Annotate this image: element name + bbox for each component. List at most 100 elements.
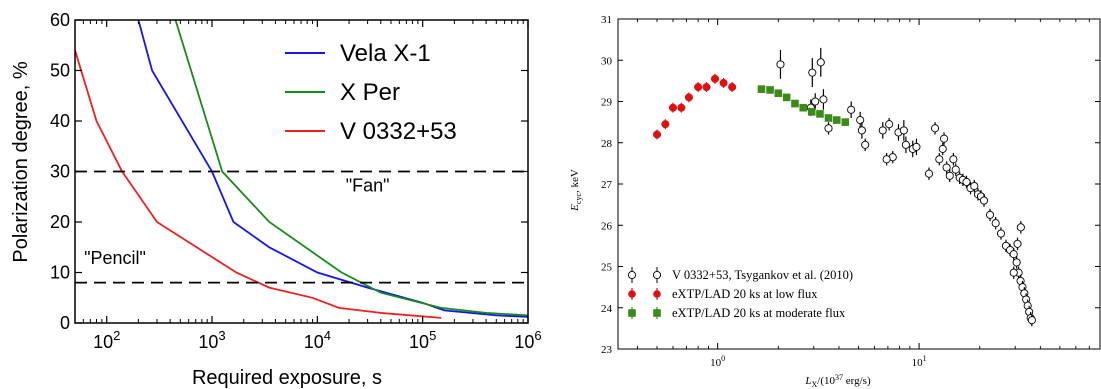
right-y-tick-label-0: 23	[601, 344, 613, 356]
right-point-s0-10	[861, 140, 870, 149]
right-point-s2-4	[791, 99, 799, 108]
right-point-s1-1	[661, 120, 670, 129]
right-point-s2-1	[766, 86, 774, 94]
right-legend: V 0332+53, Tsygankov et al. (2010) eXTP/L…	[627, 267, 853, 320]
right-y-axis-label: Ecyc, keV	[569, 169, 583, 212]
left-y-axis-label: Polarization degree, %	[10, 61, 32, 262]
left-x-tick-label-3: 105	[409, 328, 436, 352]
right-legend-label-0: V 0332+53, Tsygankov et al. (2010)	[672, 268, 853, 282]
left-x-tick-label-2: 104	[304, 328, 331, 352]
right-point-s0-4	[819, 95, 828, 104]
right-ticks: 23 24 25 26 27 28 29 30 31 100 101	[601, 14, 1100, 369]
right-point-s1-4	[684, 93, 693, 102]
left-y-tick-label-2: 20	[50, 212, 70, 232]
left-ticks: 102 103 104 105 106 0 10 20 30 40 50 60	[50, 10, 542, 352]
right-points-group	[652, 47, 1036, 327]
right-point-s2-6	[807, 108, 816, 116]
right-point-s0-22	[942, 163, 951, 172]
right-point-s0-8	[856, 116, 865, 125]
left-y-tick-label-1: 10	[50, 263, 70, 283]
right-legend-label-2: eXTP/LAD 20 ks at moderate flux	[672, 306, 846, 320]
right-point-s2-2	[774, 89, 783, 98]
left-x-tick-label-0: 102	[93, 328, 120, 352]
left-y-tick-label-6: 60	[50, 10, 70, 30]
right-point-s0-33	[979, 196, 989, 205]
right-point-s0-36	[996, 229, 1006, 238]
right-y-tick-label-3: 26	[601, 220, 613, 232]
right-point-s2-0	[757, 85, 766, 93]
left-y-tick-label-0: 0	[60, 313, 70, 333]
left-legend-label-1: X Per	[340, 79, 400, 106]
right-y-tick-label-1: 24	[601, 303, 613, 315]
right-point-s0-11	[878, 126, 887, 135]
left-legend: Vela X-1 X Per V 0332+53	[285, 40, 457, 145]
right-point-s1-5	[694, 83, 703, 92]
right-point-s0-3	[811, 97, 820, 106]
right-point-s0-1	[808, 68, 817, 77]
left-hline-label-1: "Pencil"	[84, 248, 146, 268]
right-point-s0-49	[1027, 316, 1036, 325]
right-x-axis-label: LX/(1037 erg/s)	[804, 373, 871, 389]
right-point-s2-3	[782, 93, 791, 102]
right-point-s2-7	[816, 110, 824, 118]
right-legend-marker-1-0	[628, 290, 636, 298]
left-series-line-0	[137, 20, 528, 318]
right-legend-marker-2-0	[628, 309, 636, 317]
right-point-s0-12	[885, 120, 894, 129]
right-point-s0-21	[938, 144, 947, 153]
right-point-s0-16	[901, 140, 910, 149]
left-x-tick-label-4: 106	[514, 328, 541, 352]
right-point-s0-5	[824, 124, 833, 133]
right-point-s0-19	[930, 124, 940, 133]
left-x-axis-label: Required exposure, s	[192, 367, 382, 389]
right-point-s1-6	[702, 83, 711, 92]
right-point-s0-2	[816, 58, 825, 67]
right-point-s0-23	[945, 171, 954, 180]
right-legend-marker-1-1	[653, 290, 661, 298]
right-x-tick-label-1: 101	[912, 354, 927, 369]
right-point-s0-55	[882, 155, 891, 164]
right-point-s2-5	[799, 103, 808, 112]
right-y-tick-label-5: 28	[601, 138, 613, 150]
right-point-s1-9	[728, 83, 737, 92]
right-point-s0-52	[1013, 239, 1022, 248]
right-point-s0-25	[951, 165, 960, 174]
right-point-s0-30	[970, 182, 979, 191]
left-chart: "Fan" "Pencil" 102 103 104 105 106 0 10 20 30 40 50…	[10, 10, 542, 389]
right-point-s1-8	[719, 78, 728, 87]
right-point-s2-8	[824, 114, 833, 122]
right-point-s0-34	[985, 210, 995, 219]
left-series-line-2	[75, 50, 442, 319]
right-point-s1-3	[677, 103, 686, 112]
right-point-s0-53	[924, 169, 934, 178]
right-legend-marker-0-1	[652, 270, 662, 280]
right-point-s0-50	[1009, 268, 1018, 277]
right-point-s0-15	[899, 126, 908, 135]
left-x-tick-label-1: 103	[198, 328, 225, 352]
right-point-s0-39	[1009, 250, 1018, 259]
right-point-s0-0	[776, 60, 785, 69]
right-point-s2-10	[841, 118, 850, 126]
right-point-s0-20	[935, 155, 944, 164]
left-legend-label-2: V 0332+53	[340, 118, 457, 145]
right-legend-marker-0-0	[627, 270, 637, 280]
right-point-s0-54	[939, 134, 949, 143]
right-point-s0-18	[912, 142, 921, 151]
right-point-s2-9	[832, 116, 841, 124]
left-legend-label-0: Vela X-1	[340, 40, 431, 67]
right-point-s0-35	[991, 219, 1000, 228]
right-point-s0-7	[847, 105, 856, 114]
left-y-tick-label-5: 50	[50, 61, 70, 81]
right-legend-marker-2-1	[653, 309, 661, 317]
right-point-s0-24	[949, 155, 958, 164]
right-point-s0-40	[1012, 258, 1021, 267]
right-y-tick-label-6: 29	[601, 97, 613, 109]
left-y-tick-label-4: 40	[50, 111, 70, 131]
right-point-s0-51	[1016, 223, 1025, 232]
left-series-group	[75, 20, 528, 319]
left-reference-lines: "Fan" "Pencil"	[75, 170, 528, 284]
left-hline-label-0: "Fan"	[346, 176, 390, 196]
right-point-s0-9	[857, 126, 866, 135]
right-y-tick-label-2: 25	[601, 262, 613, 274]
